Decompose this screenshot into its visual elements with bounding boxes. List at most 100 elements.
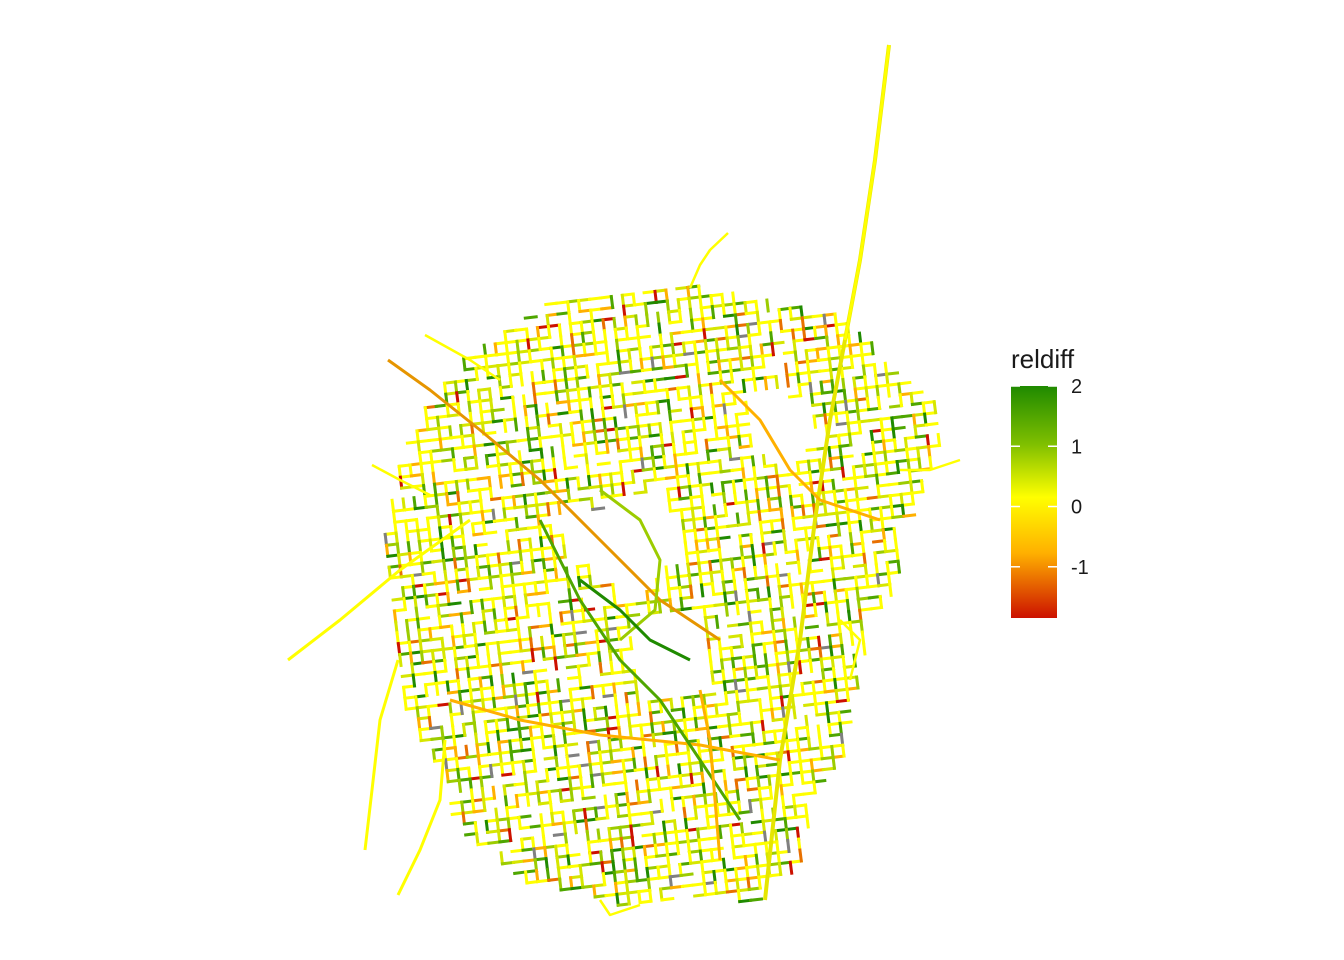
street-segment (575, 376, 580, 391)
street-segment (619, 835, 634, 841)
street-segment (449, 711, 464, 717)
street-segment (905, 447, 910, 462)
street-segment (493, 342, 499, 357)
street-segment (735, 601, 740, 616)
street-segment (496, 639, 511, 645)
street-segment (658, 333, 664, 348)
street-segment (583, 440, 598, 446)
street-segment (518, 549, 524, 564)
street-segment (731, 845, 737, 860)
street-segment (777, 673, 782, 688)
street-segment (464, 655, 470, 671)
street-segment (443, 758, 449, 773)
street-segment (888, 492, 903, 498)
street-segment (789, 771, 794, 787)
street-segment (470, 520, 486, 526)
street-segment (460, 799, 475, 804)
street-segment (682, 806, 688, 822)
street-segment (666, 764, 671, 779)
street-segment (664, 752, 680, 757)
street-segment (540, 458, 546, 473)
street-segment (558, 698, 574, 704)
street-segment (432, 481, 448, 486)
street-segment (745, 687, 760, 692)
street-segment (722, 678, 737, 684)
street-segment (459, 610, 474, 616)
street-segment (506, 540, 511, 555)
street-segment (612, 682, 617, 697)
street-segment (566, 399, 572, 415)
street-segment (614, 338, 620, 353)
street-segment (731, 844, 746, 849)
street-segment (518, 459, 534, 465)
street-segment (636, 336, 642, 351)
street-segment (474, 366, 479, 381)
street-segment (456, 767, 461, 782)
street-segment (452, 735, 457, 750)
street-segment (543, 390, 558, 395)
street-segment (589, 496, 595, 512)
street-segment (677, 486, 682, 501)
street-segment (812, 324, 828, 330)
street-segment (662, 454, 667, 470)
street-segment (445, 767, 460, 773)
street-segment (603, 705, 609, 720)
street-segment (599, 671, 615, 677)
street-segment (491, 696, 497, 712)
street-segment (743, 489, 749, 504)
street-segment (719, 657, 735, 662)
street-segment (796, 736, 811, 742)
street-segment (884, 548, 899, 554)
street-segment (676, 296, 691, 302)
street-segment (578, 863, 584, 879)
street-segment (925, 434, 931, 449)
street-segment (416, 528, 421, 544)
street-segment (594, 716, 609, 722)
street-segment (398, 475, 404, 490)
street-segment (606, 637, 622, 643)
street-segment (722, 313, 738, 318)
street-segment (797, 748, 802, 764)
street-segment (515, 703, 530, 709)
street-segment (709, 292, 724, 298)
street-segment (562, 365, 578, 371)
street-segment (637, 434, 652, 439)
street-segment (895, 458, 910, 464)
street-segment (698, 295, 703, 310)
street-segment (686, 839, 692, 854)
street-segment (781, 706, 786, 721)
street-segment (513, 417, 519, 432)
arterial-road (763, 44, 891, 901)
street-segment (588, 761, 603, 767)
street-segment (751, 554, 757, 570)
street-segment (743, 301, 748, 316)
street-segment (411, 673, 417, 688)
street-segment (656, 865, 661, 880)
street-segment (753, 477, 759, 492)
street-segment (704, 714, 719, 719)
street-segment (711, 403, 726, 408)
street-segment (758, 796, 774, 802)
street-segment (803, 702, 818, 708)
street-segment (646, 600, 652, 616)
street-segment (736, 335, 742, 350)
street-segment (465, 477, 480, 482)
street-segment (416, 440, 422, 455)
street-segment (640, 367, 655, 373)
street-segment (540, 547, 545, 562)
street-segment (664, 842, 670, 857)
street-segment (541, 834, 547, 850)
street-segment (599, 761, 605, 776)
street-segment (619, 746, 635, 752)
street-segment (767, 320, 773, 335)
street-segment (519, 372, 524, 387)
street-segment (572, 353, 587, 359)
street-segment (515, 526, 531, 532)
street-segment (684, 727, 699, 733)
street-segment (742, 567, 747, 582)
street-segment (407, 640, 413, 655)
street-segment (544, 768, 550, 783)
street-segment (909, 391, 915, 407)
street-segment (794, 814, 809, 819)
street-segment (857, 418, 872, 424)
